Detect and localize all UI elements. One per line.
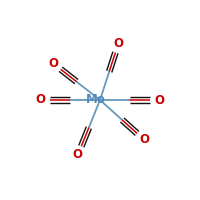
Text: O: O [139,133,149,146]
Text: Mo: Mo [86,93,106,106]
Text: O: O [113,37,123,50]
Text: O: O [154,94,164,106]
Text: O: O [48,57,58,70]
Text: O: O [73,148,83,161]
Text: O: O [36,93,46,106]
